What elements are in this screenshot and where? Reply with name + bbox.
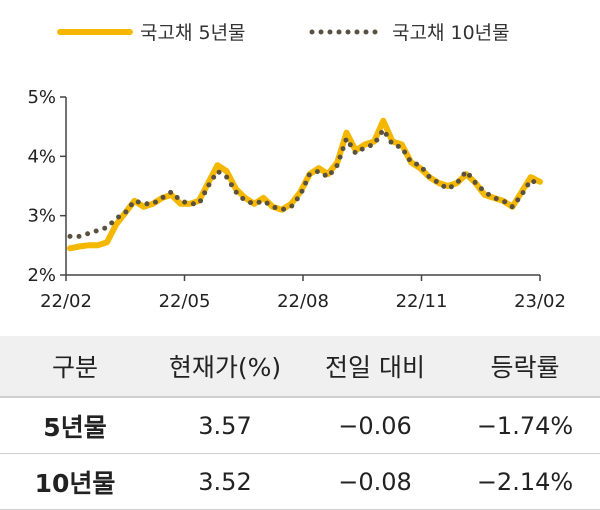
legend-label-5yr: 국고채 5년물 [140,22,246,44]
header-daily-change: 전일 대비 [300,336,450,398]
table-row: 5년물 3.57 −0.06 −1.74% [0,397,600,454]
row-label: 10년물 [0,453,150,510]
x-tick-label: 22/11 [396,291,448,312]
y-tick-label: 2% [27,265,56,286]
series-line-10yr [67,127,543,239]
row-label: 5년물 [0,397,150,454]
yield-quote-table: 구분 현재가(%) 전일 대비 등락률 5년물 3.57 −0.06 −1.74… [0,336,600,510]
x-tick-label: 22/02 [40,291,92,312]
change-rate-cell: −2.14% [450,453,600,510]
chart-axes: 2% 3% 4% 5% 22/02 22/05 22/08 22/11 23/02 [27,87,566,312]
header-category: 구분 [0,336,150,398]
current-price-cell: 3.52 [150,453,300,510]
table-header-row: 구분 현재가(%) 전일 대비 등락률 [0,336,600,398]
header-change-rate: 등락률 [450,336,600,398]
x-tick-label: 22/05 [159,291,211,312]
daily-change-cell: −0.08 [300,453,450,510]
y-tick-label: 4% [27,146,56,167]
legend-label-10yr: 국고채 10년물 [392,22,510,44]
x-tick-label: 22/08 [277,291,329,312]
change-rate-cell: −1.74% [450,397,600,454]
bond-yield-chart: 국고채 5년물 국고채 10년물 2%3%4%5%22/02 22/05 22/08 2… [27,22,566,312]
table-row: 10년물 3.52 −0.08 −2.14% [0,453,600,510]
daily-change-cell: −0.06 [300,397,450,454]
current-price-cell: 3.57 [150,397,300,454]
chart-series [67,117,543,252]
y-tick-label: 3% [27,206,56,227]
header-current-price: 현재가(%) [150,336,300,398]
x-tick-label: 23/02 [514,291,566,312]
y-tick-label: 5% [27,87,56,108]
chart-legend: 국고채 5년물 국고채 10년물 [57,22,510,44]
